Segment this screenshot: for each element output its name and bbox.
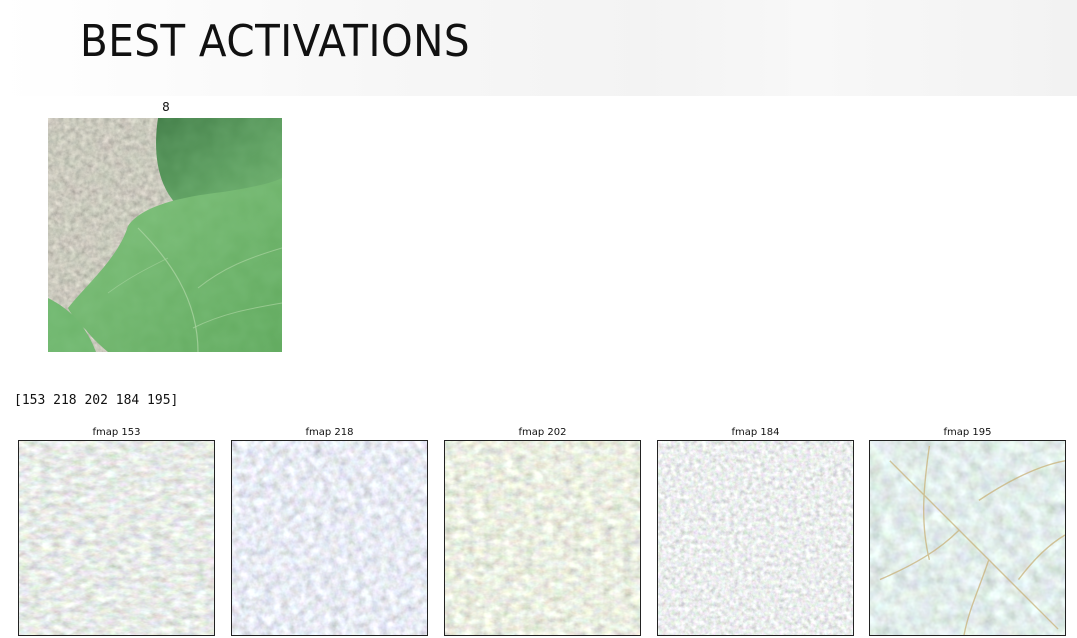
fmap-panel-1: fmap 153 [18, 426, 215, 636]
fmap-panel-4: fmap 184 [657, 426, 854, 636]
fmap-title: fmap 218 [305, 427, 354, 438]
fmap-title: fmap 195 [943, 427, 992, 438]
fmap-panel-2: fmap 218 [231, 426, 428, 636]
input-leaf-image [48, 118, 282, 352]
fmap-image [18, 440, 215, 636]
best-indices-output: [153 218 202 184 195] [14, 393, 179, 408]
fmap-title: fmap 202 [518, 427, 567, 438]
fmap-panel-5: fmap 195 [869, 426, 1066, 636]
input-image-label: 8 [162, 100, 170, 114]
header-band [0, 0, 1077, 96]
fmap-panel-3: fmap 202 [444, 426, 641, 636]
fmap-image [231, 440, 428, 636]
fmap-image [657, 440, 854, 636]
page-title: BEST ACTIVATIONS [80, 16, 471, 67]
fmap-image [444, 440, 641, 636]
fmap-title: fmap 184 [731, 427, 780, 438]
fmap-title: fmap 153 [92, 427, 141, 438]
fmap-image [869, 440, 1066, 636]
